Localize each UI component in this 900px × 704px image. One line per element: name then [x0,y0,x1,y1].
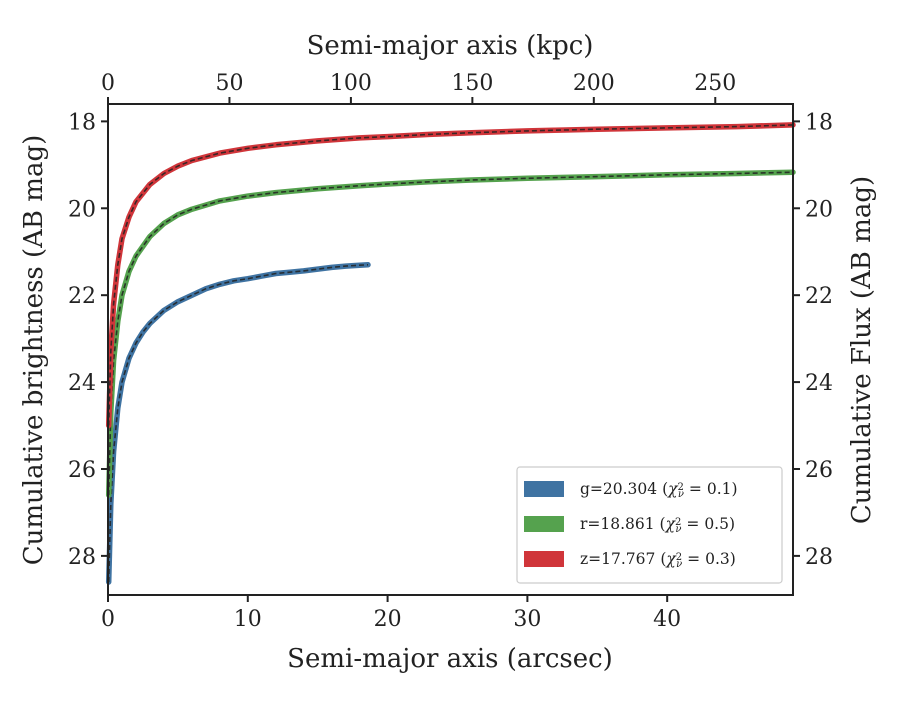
series-line-2 [105,122,796,429]
ticks-layer: 0 10 20 30 40 0 50 100 150 200 250 18 18 20 20 22 22 24 24… [68,71,833,632]
series-layer [105,122,796,585]
y-right-tick-label-0: 18 [805,110,833,135]
legend-swatch-1 [524,516,564,532]
x-tick-label-0: 0 [101,607,115,632]
y-tick-label-4: 26 [68,458,96,483]
y-axis-label: Cumulative brightness (AB mag) [19,135,49,566]
x-top-tick-label-2: 100 [330,71,372,96]
x-tick-label-3: 30 [513,607,541,632]
x-top-tick-label-3: 150 [451,71,493,96]
y-right-tick-label-3: 24 [805,371,833,396]
y-tick-label-5: 28 [68,545,96,570]
legend-items: g=20.304 (χ2 ν = 0.1) r=18.861 (χ2 ν = 0.5)… [524,480,738,570]
plot-frame [107,103,794,596]
y-right-tick-label-5: 28 [805,545,833,570]
x-tick-label-2: 20 [374,607,402,632]
x-top-tick-label-4: 200 [573,71,615,96]
y-tick-label-3: 24 [68,371,96,396]
x-tick-label-4: 40 [653,607,681,632]
legend-label-2: z=17.767 (χ2 ν = 0.3) [580,550,736,570]
x-top-tick-label-0: 0 [101,71,115,96]
y-axis-right-label: Cumulative Flux (AB mag) [847,176,877,524]
model-line-0 [107,264,369,583]
series-line-0 [105,262,371,585]
legend-swatch-2 [524,551,564,567]
y-tick-label-2: 22 [68,284,96,309]
model-line-2 [107,124,794,426]
x-axis-top-label: Semi-major axis (kpc) [307,31,594,61]
x-axis-label: Semi-major axis (arcsec) [287,644,613,674]
legend-label-1: r=18.861 (χ2 ν = 0.5) [580,515,735,535]
y-right-tick-label-2: 22 [805,284,833,309]
model-line-1 [107,171,794,496]
y-tick-label-1: 20 [68,197,96,222]
legend-box [516,466,783,584]
y-right-tick-label-4: 26 [805,458,833,483]
x-top-tick-label-1: 50 [215,71,243,96]
y-right-tick-label-1: 20 [805,197,833,222]
legend: g=20.304 (χ2 ν = 0.1) r=18.861 (χ2 ν = 0.5)… [516,466,783,584]
legend-label-0: g=20.304 (χ2 ν = 0.1) [580,480,738,500]
legend-swatch-0 [524,481,564,497]
x-tick-label-1: 10 [234,607,262,632]
x-top-tick-label-5: 250 [694,71,736,96]
series-line-1 [105,169,796,498]
y-tick-label-0: 18 [68,110,96,135]
